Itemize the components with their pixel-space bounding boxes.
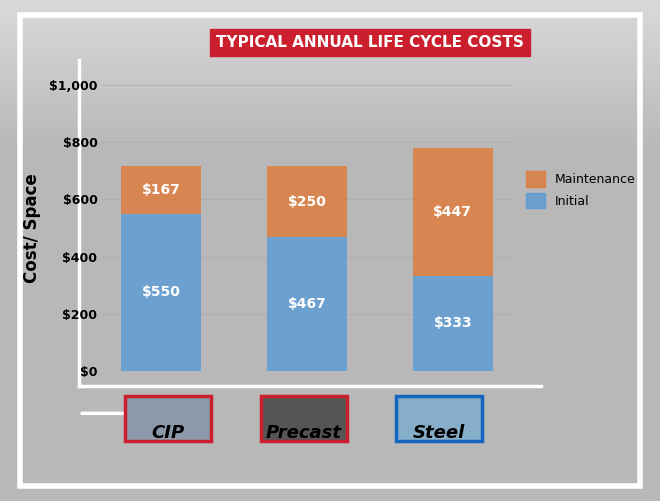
- Text: Precast: Precast: [265, 424, 342, 442]
- Text: Steel: Steel: [412, 424, 465, 442]
- Text: $550: $550: [142, 285, 180, 299]
- Bar: [267, 166, 347, 237]
- Bar: [267, 237, 347, 371]
- Bar: [121, 166, 201, 214]
- Bar: [412, 148, 493, 276]
- Text: $447: $447: [434, 205, 472, 219]
- Text: $250: $250: [288, 195, 326, 209]
- Y-axis label: Cost/ Space: Cost/ Space: [22, 173, 41, 283]
- Bar: [412, 276, 493, 371]
- Text: CIP: CIP: [152, 424, 185, 442]
- Legend: Maintenance, Initial: Maintenance, Initial: [526, 171, 636, 208]
- Text: $467: $467: [288, 297, 326, 311]
- Text: $333: $333: [434, 316, 472, 330]
- Text: $167: $167: [142, 183, 180, 197]
- Text: TYPICAL ANNUAL LIFE CYCLE COSTS: TYPICAL ANNUAL LIFE CYCLE COSTS: [216, 35, 523, 50]
- Bar: [121, 214, 201, 371]
